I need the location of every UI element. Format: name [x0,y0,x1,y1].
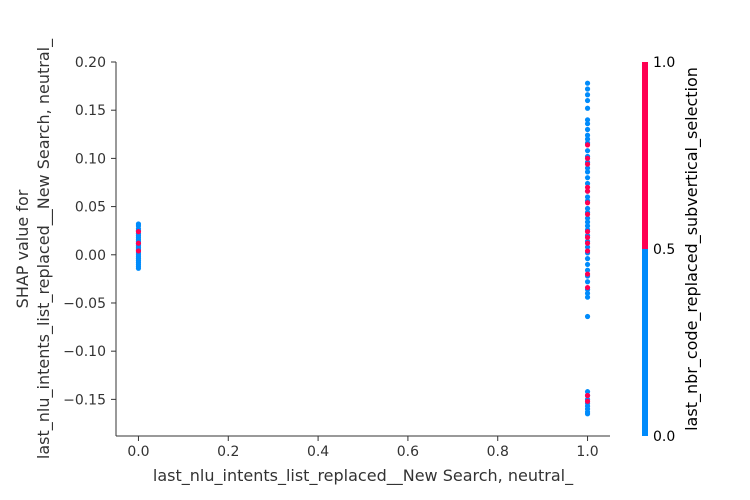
x-tick-label: 0.4 [307,444,329,460]
scatter-point [584,194,591,200]
colorbar-gradient [642,62,648,436]
scatter-point [584,211,591,217]
scatter-point [584,261,591,268]
y-ticks: 0.20 0.15 0.10 0.05 0.00 −0.05 −0.10 −0.15 [63,55,116,408]
colorbar-tick-high: 1.0 [653,55,675,71]
scatter-point [584,392,591,399]
scatter-point [584,92,591,98]
scatter-point [584,294,591,300]
scatter-point [584,155,591,161]
scatter-point [584,184,591,190]
scatter-point [135,240,142,246]
scatter-point [584,136,591,142]
scatter-point [584,284,591,291]
scatter-point [584,142,591,148]
x-tick-label: 0.2 [217,444,239,460]
scatter-point [584,229,591,235]
scatter-point [584,267,591,273]
scatter-point [584,271,591,277]
scatter-point [584,205,591,212]
y-tick-label: 0.10 [75,151,106,167]
scatter-point [584,165,591,171]
x-tick-label: 0.0 [127,444,149,460]
y-tick-label: −0.10 [63,344,106,360]
scatter-point [584,290,591,296]
scatter-point [584,175,591,181]
y-tick-label: 0.00 [75,248,106,264]
scatter-point [584,219,591,225]
x-tick-label: 0.8 [487,444,509,460]
scatter-point [584,200,591,206]
scatter-point [135,229,142,235]
scatter-point [584,169,591,175]
scatter-point [584,244,591,250]
x-tick-label: 0.6 [397,444,419,460]
y-tick-label: 0.15 [75,103,106,119]
scatter-point [584,234,591,241]
scatter-point [584,121,591,127]
colorbar-tick-low: 0.0 [653,429,675,445]
scatter-point [584,279,591,285]
data-points [135,80,591,417]
scatter-point [584,161,591,167]
scatter-point [584,80,591,86]
scatter-point [584,86,591,92]
scatter-point [584,188,591,194]
scatter-point [135,265,142,271]
colorbar: 1.0 0.5 0.0 last_nbr_code_replaced_subve… [642,55,702,445]
y-tick-label: 0.05 [75,200,106,216]
scatter-point [584,398,591,404]
scatter-point [584,389,591,395]
scatter-point [135,248,142,254]
axes [115,62,610,437]
x-ticks: 0.0 0.2 0.4 0.6 0.8 1.0 [127,436,599,460]
scatter-point [584,97,591,104]
scatter-point [584,240,591,246]
x-tick-label: 1.0 [576,444,598,460]
y-tick-label: 0.20 [75,55,106,71]
y-axis-label-line-1: SHAP value for [13,189,32,308]
scatter-point [584,148,591,154]
scatter-point [584,105,591,111]
scatter-point [584,180,591,187]
scatter-point [584,313,591,320]
scatter-point [584,132,591,138]
colorbar-tick-mid: 0.5 [653,242,675,258]
scatter-point [584,248,591,254]
y-tick-label: −0.05 [63,296,106,312]
y-axis-label-line-2: last_nlu_intents_list_replaced__New Sear… [34,38,54,459]
scatter-point [584,411,591,417]
scatter-point [584,256,591,262]
colorbar-label: last_nbr_code_replaced_subvertical_selec… [682,67,702,431]
scatter-point [584,215,591,221]
y-tick-label: −0.15 [63,392,106,408]
scatter-point [584,126,591,133]
x-axis-label: last_nlu_intents_list_replaced__New Sear… [153,466,574,486]
scatter-point [584,117,591,123]
scatter-point [584,223,591,229]
